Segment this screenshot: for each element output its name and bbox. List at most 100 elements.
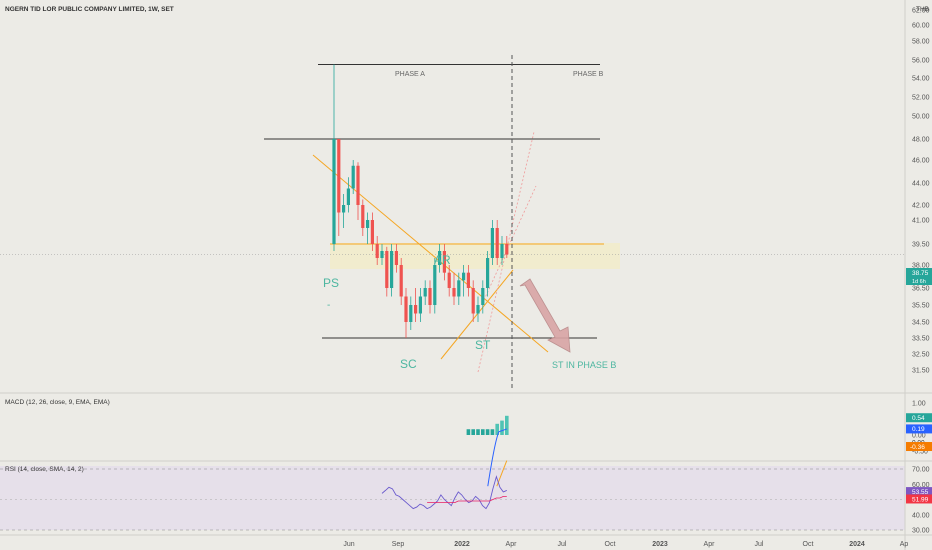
channel-line-upper: [477, 131, 535, 373]
rsi-tick-label: 60.00: [912, 482, 930, 489]
price-tick-label: 33.50: [912, 336, 930, 343]
trendline-short: [440, 269, 514, 360]
label-sc: SC: [400, 357, 417, 371]
label-ar: AR: [434, 253, 451, 267]
macd-tick-label: 1.00: [912, 401, 926, 408]
candle-up: [332, 139, 336, 244]
price-tick-label: 41.00: [912, 218, 930, 225]
macd-histogram-bar: [485, 429, 490, 435]
rsi-value: 53.55: [912, 489, 929, 496]
price-tick-label: 31.50: [912, 368, 930, 375]
price-tick-label: 54.00: [912, 76, 930, 83]
label-ps: PS: [323, 276, 339, 290]
price-axis[interactable]: 62.00 60.00 58.00 56.00 54.00 52.00 50.00 48.00…: [912, 8, 930, 375]
rsi-title: RSI (14, close, SMA, 14, 2): [5, 466, 84, 473]
macd-histogram-bar: [481, 429, 485, 435]
price-tick-label: 39.50: [912, 242, 930, 249]
macd-histogram-bar: [505, 415, 509, 435]
candle-down: [375, 244, 379, 258]
time-tick-label: 2022: [454, 541, 470, 548]
candle-down: [394, 251, 398, 265]
candle-down: [385, 251, 389, 288]
price-tick-label: 58.00: [912, 39, 930, 46]
candle-down: [370, 220, 374, 244]
candle-down: [452, 288, 456, 297]
level-lines: [0, 64, 905, 339]
time-tick-label: 2024: [849, 541, 865, 548]
macd-value-badge: [906, 424, 932, 434]
candle-down: [466, 272, 470, 288]
label-ps-mark: -: [327, 300, 330, 311]
time-axis[interactable]: Jun Sep 2022 Apr Jul Oct 2023 Apr Jul Oct 2024 Ap: [343, 541, 908, 548]
candle-up: [380, 251, 384, 258]
last-price-badge: [906, 268, 932, 285]
candle-down: [414, 305, 418, 314]
macd-value: 0.19: [912, 426, 925, 433]
projection-arrow-icon: [519, 278, 571, 353]
price-tick-label: 38.00: [912, 263, 930, 270]
candle-down: [495, 228, 499, 258]
rsi-background: [0, 466, 905, 530]
currency-label: THB: [916, 6, 929, 13]
rsi-ma-value: 51.99: [912, 496, 929, 503]
candle-up: [423, 288, 427, 297]
macd-other-value: -0.36: [910, 444, 925, 451]
label-phase-a: PHASE A: [395, 71, 425, 78]
candle-down: [442, 251, 446, 273]
candle-up: [490, 228, 494, 258]
price-tick-label: 32.50: [912, 352, 930, 359]
candle-up: [390, 251, 394, 288]
price-tick-label: 50.00: [912, 114, 930, 121]
time-tick-label: 2023: [652, 541, 668, 548]
macd-histogram-value: 0.54: [912, 415, 925, 422]
macd-title: MACD (12, 26, close, 9, EMA, EMA): [5, 399, 110, 406]
candle-up: [418, 296, 422, 314]
rsi-ma-badge: [906, 494, 932, 504]
candle-down: [399, 265, 403, 297]
label-phase-b: PHASE B: [573, 71, 604, 78]
last-price-value: 38.75: [912, 270, 929, 277]
rsi-value-badge: [906, 487, 932, 497]
candle-up: [438, 251, 442, 265]
time-tick-label: Apr: [704, 541, 716, 548]
candle-down: [447, 272, 451, 288]
time-tick-label: Apr: [506, 541, 518, 548]
candle-up: [457, 280, 461, 297]
time-tick-label: Jul: [558, 541, 567, 548]
macd-histogram-bar: [476, 429, 480, 435]
candle-down: [471, 288, 475, 314]
price-tick-label: 48.00: [912, 137, 930, 144]
time-tick-label: Ap: [900, 541, 909, 548]
candle-up: [500, 244, 504, 258]
candle-down: [356, 165, 360, 205]
rsi-tick-label: 70.00: [912, 467, 930, 474]
macd-line: [487, 428, 507, 487]
candle-up: [476, 305, 480, 314]
chart-title: NGERN TID LOR PUBLIC COMPANY LIMITED, 1W…: [5, 6, 174, 13]
candle-up: [433, 265, 437, 305]
candle-down: [404, 296, 408, 322]
label-st-phase-b: ST IN PHASE B: [552, 360, 616, 370]
macd-histogram-bar: [466, 429, 471, 435]
price-tick-label: 42.00: [912, 203, 930, 210]
resistance-zone: [330, 243, 620, 269]
price-tick-label: 46.00: [912, 158, 930, 165]
macd-tick-label: -0.50: [912, 449, 928, 456]
candle-down: [428, 288, 432, 305]
price-tick-label: 36.50: [912, 286, 930, 293]
candle-down: [505, 244, 509, 255]
time-tick-label: Oct: [605, 541, 616, 548]
price-tick-label: 35.50: [912, 303, 930, 310]
candle-down: [337, 139, 341, 213]
candle-up: [366, 220, 370, 228]
price-tick-label: 34.50: [912, 320, 930, 327]
label-st: ST: [475, 338, 491, 352]
candle-up: [346, 188, 350, 205]
macd-histogram-bar: [471, 429, 475, 435]
rsi-line: [381, 475, 507, 510]
rsi-tick-label: 40.00: [912, 512, 930, 519]
macd-tick-label: 0.00: [912, 433, 926, 440]
price-tick-label: 44.00: [912, 181, 930, 188]
